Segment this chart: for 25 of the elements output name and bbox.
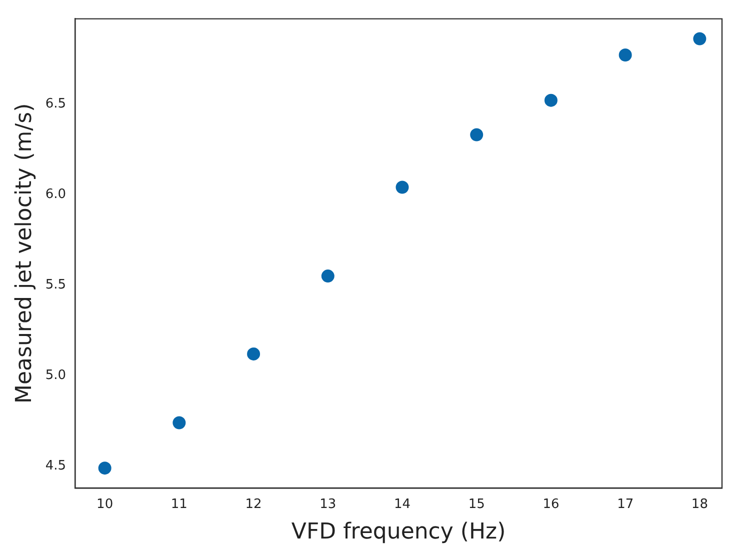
x-tick-label: 13 xyxy=(320,497,336,512)
point xyxy=(396,180,409,194)
x-tick-label: 18 xyxy=(691,497,708,512)
y-axis-title: Measured jet velocity (m/s) xyxy=(12,103,37,404)
x-tick-label: 12 xyxy=(245,497,262,512)
x-tick-label: 10 xyxy=(96,497,114,512)
y-tick-label: 5.5 xyxy=(45,277,66,292)
y-tick-label: 5.0 xyxy=(45,368,66,384)
x-tick-label: 14 xyxy=(394,497,411,512)
x-tick-label: 17 xyxy=(617,497,634,512)
x-tick-label: 16 xyxy=(542,497,560,512)
point xyxy=(247,347,260,360)
point xyxy=(98,462,112,475)
point xyxy=(618,48,632,62)
point xyxy=(321,270,334,283)
y-tick-label: 6.0 xyxy=(45,186,66,202)
point xyxy=(544,94,558,107)
x-tick-label: 11 xyxy=(170,497,188,512)
point xyxy=(172,416,186,430)
x-axis-title: VFD frequency (Hz) xyxy=(291,520,506,545)
y-tick-label: 6.5 xyxy=(45,96,66,112)
y-tick-label: 4.5 xyxy=(45,458,66,474)
x-tick-label: 15 xyxy=(468,497,485,512)
point xyxy=(470,128,484,142)
point xyxy=(693,32,706,46)
